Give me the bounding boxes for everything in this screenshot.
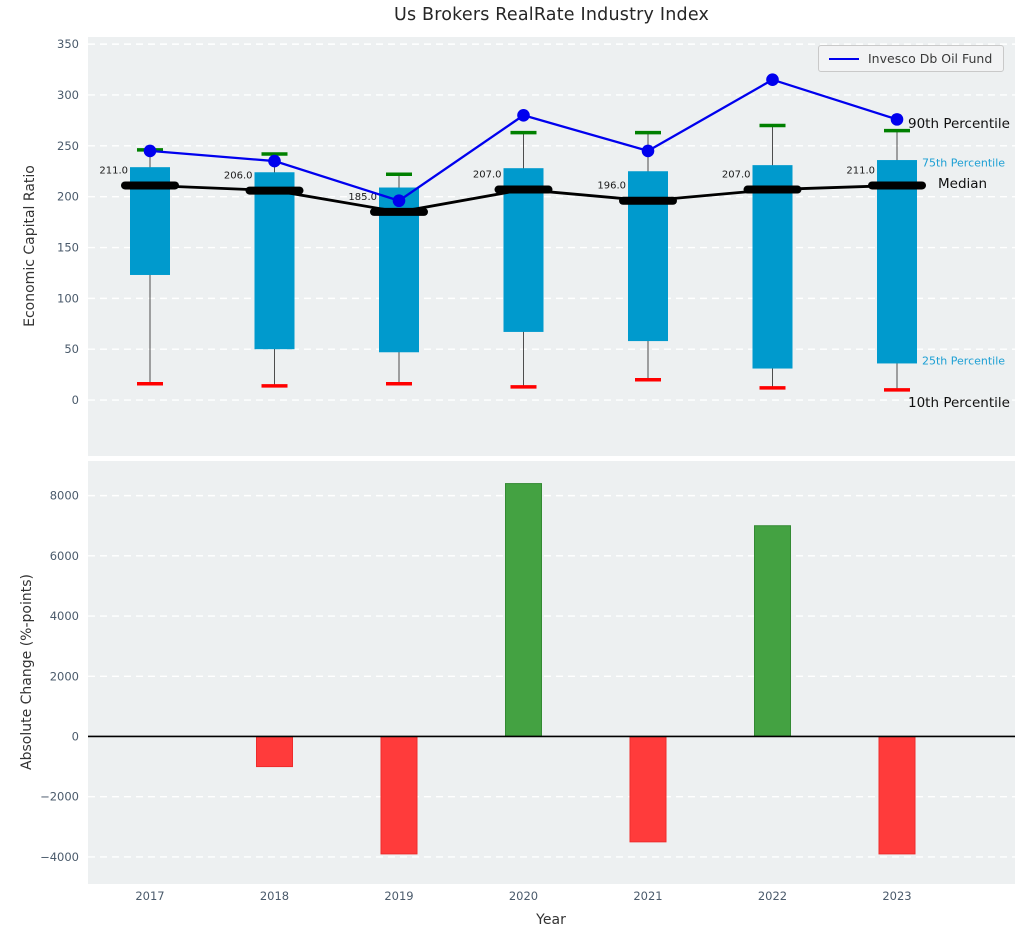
legend-label: Invesco Db Oil Fund [868,51,993,66]
x-tick-label: 2018 [260,889,289,903]
x-tick-label: 2021 [633,889,662,903]
y-tick-label: 100 [57,291,79,305]
negative-change-bar [256,735,293,768]
negative-change-bar [878,735,916,855]
median-value-label: 185.0 [348,192,377,203]
negative-change-bar [629,735,667,843]
fund-point [517,109,530,122]
bottom-panel: 8000 6000 4000 2000 0 −2000 −4000 2017 2018 2019 2… [40,461,1015,903]
y-tick-label: 0 [72,729,79,743]
median-value-label: 206.0 [224,171,253,182]
positive-change-bar [505,483,542,737]
y-tick-label: 8000 [50,489,79,503]
median-marker [743,185,802,194]
y-tick-label: 200 [57,190,79,204]
label-75th-percentile: 75th Percentile [922,156,1006,170]
chart-title: Us Brokers RealRate Industry Index [393,5,710,25]
x-tick-label: 2023 [882,889,911,903]
y-tick-label: 300 [57,88,79,102]
negative-change-bar [380,735,418,855]
label-90th-percentile: 90th Percentile [908,116,1010,132]
median-marker [868,181,926,190]
x-tick-label: 2019 [384,889,413,903]
median-marker [121,181,179,190]
median-marker [245,186,304,195]
y-tick-label: 4000 [50,609,79,623]
x-tick-label: 2020 [509,889,538,903]
bottom-y-axis-label: Absolute Change (%-points) [19,574,35,770]
y-tick-label: −4000 [40,850,79,864]
bottom-panel-background [88,461,1015,884]
x-tick-label: 2022 [758,889,787,903]
fund-point [641,144,655,158]
y-tick-label: 2000 [50,669,79,683]
median-value-label: 207.0 [473,170,502,181]
median-value-label: 207.0 [722,170,751,181]
label-25th-percentile: 25th Percentile [922,354,1006,368]
label-10th-percentile: 10th Percentile [908,395,1010,411]
iqr-box [752,165,793,369]
positive-change-bar [754,525,791,737]
fund-point [143,144,157,158]
fund-point [766,73,779,87]
x-axis-label: Year [536,912,566,928]
label-median: Median [938,176,988,192]
top-panel-background [88,37,1015,456]
x-tick-label: 2017 [135,889,164,903]
median-value-label: 211.0 [846,165,875,176]
y-tick-label: 0 [72,393,79,407]
median-value-label: 196.0 [597,181,626,192]
median-marker [494,185,553,194]
y-tick-label: 6000 [50,549,79,563]
top-y-axis-label: Economic Capital Ratio [22,165,38,327]
y-tick-label: 250 [57,139,79,153]
iqr-box [628,171,668,342]
median-value-label: 211.0 [99,165,128,176]
top-panel: 0 50 100 150 200 250 300 350 211.0 206.0 185.0 207.… [57,37,1015,456]
iqr-box [254,172,295,350]
iqr-box [877,160,917,364]
median-marker [370,207,428,216]
legend: Invesco Db Oil Fund [818,45,1005,72]
y-tick-label: 350 [57,37,79,51]
legend-line-sample-icon [829,57,859,60]
iqr-box [503,168,544,332]
y-tick-label: −2000 [40,790,79,804]
fund-point [392,194,406,208]
fund-point [268,154,281,168]
median-marker [619,196,677,205]
y-tick-label: 150 [57,241,79,255]
y-tick-label: 50 [64,342,79,356]
fund-point [890,113,904,126]
